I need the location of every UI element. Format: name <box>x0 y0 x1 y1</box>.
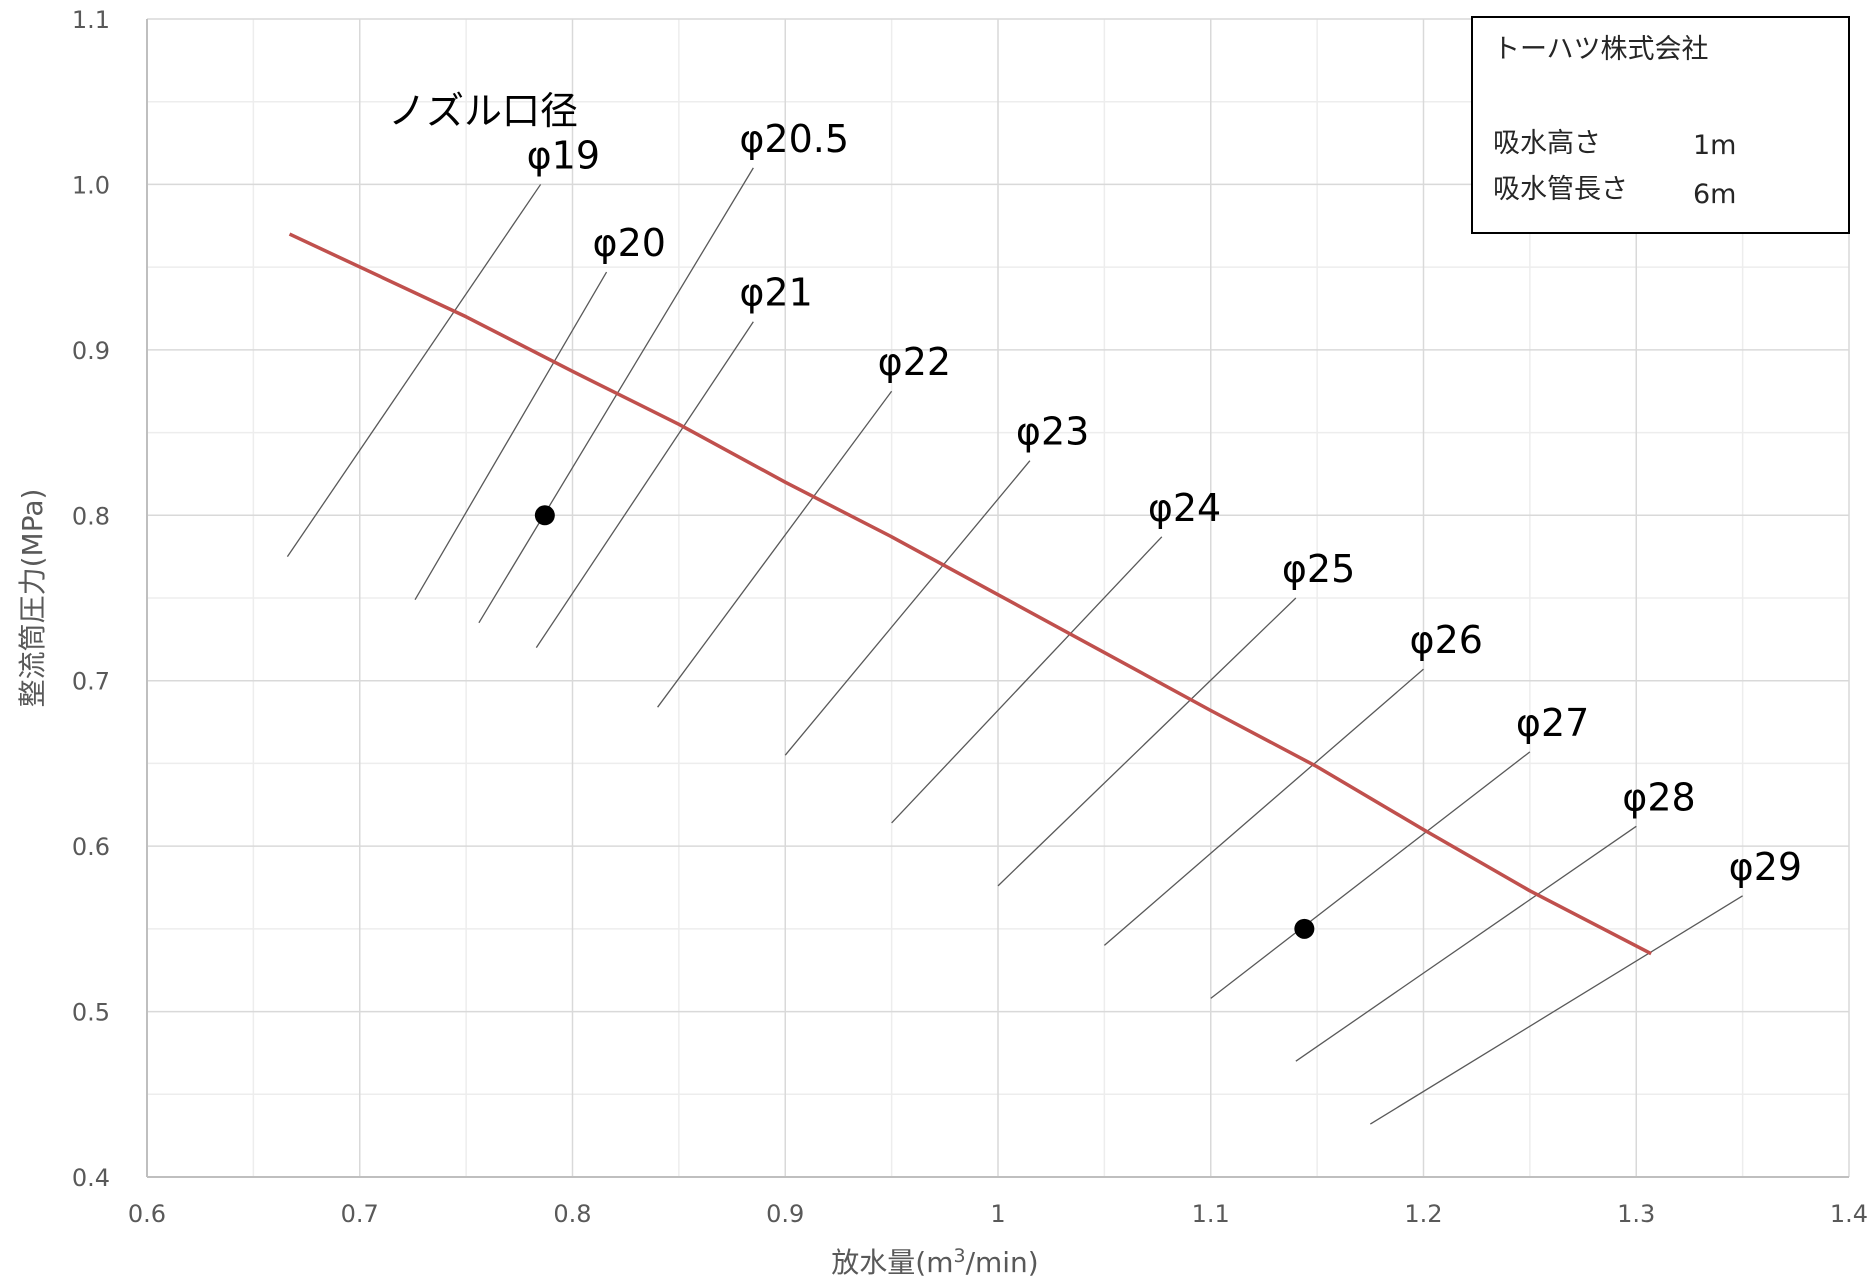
y-tick-label: 0.7 <box>72 668 110 696</box>
x-axis-title: 放水量(m3/min) <box>831 1245 1038 1279</box>
nozzle-line <box>1103 668 1424 946</box>
operating-points <box>534 505 1315 939</box>
nozzle-label: φ20.5 <box>739 117 849 161</box>
x-tick-label: 1.2 <box>1404 1200 1442 1228</box>
nozzle-line <box>286 184 542 558</box>
x-tick-labels: 0.6 0.7 0.8 0.9 1 1.1 1.2 1.3 1.4 <box>128 1200 1868 1228</box>
x-tick-label: 0.8 <box>553 1200 591 1228</box>
nozzle-label: φ26 <box>1410 618 1483 662</box>
nozzle-line <box>1295 825 1637 1062</box>
y-tick-label: 0.9 <box>72 337 110 365</box>
y-tick-label: 0.5 <box>72 999 110 1027</box>
nozzle-label: φ22 <box>878 340 951 384</box>
suction-height-value: 1m <box>1693 130 1736 161</box>
y-tick-label: 1.0 <box>72 171 110 199</box>
x-tick-label: 1.1 <box>1192 1200 1230 1228</box>
suction-height-label: 吸水高さ <box>1493 128 1601 159</box>
y-tick-label: 0.6 <box>72 833 110 861</box>
nozzle-label: φ24 <box>1148 486 1221 530</box>
nozzle-label: φ21 <box>739 271 812 315</box>
suction-pipe-length-value: 6m <box>1693 179 1736 210</box>
nozzle-line <box>535 321 754 648</box>
x-tick-label: 1.4 <box>1830 1200 1868 1228</box>
nozzle-line <box>657 390 893 708</box>
x-tick-label: 0.6 <box>128 1200 166 1228</box>
pump-curve-line <box>288 232 1652 956</box>
nozzle-line <box>997 597 1297 887</box>
x-tick-label: 0.9 <box>766 1200 804 1228</box>
pump-curve <box>288 232 1652 956</box>
y-tick-labels: 0.4 0.5 0.6 0.7 0.8 0.9 1.0 1.1 <box>72 6 110 1192</box>
axes <box>146 19 1849 1178</box>
nozzle-label: φ23 <box>1016 410 1089 454</box>
nozzle-label: φ27 <box>1516 701 1589 745</box>
x-tick-label: 1.3 <box>1617 1200 1655 1228</box>
nozzle-title: ノズル口径 <box>388 89 578 133</box>
nozzle-lines <box>286 167 1743 1125</box>
company-name: トーハツ株式会社 <box>1493 34 1708 65</box>
x-tick-label: 1 <box>990 1200 1005 1228</box>
nozzle-label: φ25 <box>1282 547 1355 591</box>
nozzle-line <box>891 536 1163 824</box>
nozzle-line <box>414 271 608 600</box>
operating-point <box>534 505 555 526</box>
nozzle-line <box>478 167 754 624</box>
nozzle-line <box>1369 895 1743 1125</box>
suction-pipe-length-label: 吸水管長さ <box>1493 174 1628 205</box>
y-tick-label: 0.8 <box>72 502 110 530</box>
y-tick-label: 1.1 <box>72 6 110 34</box>
y-axis-title: 整流筒圧力(MPa) <box>16 489 49 708</box>
nozzle-label: φ28 <box>1622 775 1695 819</box>
nozzle-labels: φ19 φ20 φ20.5 φ21 φ22 φ23 φ24 φ25 φ26 φ27 φ28 φ29 <box>527 117 1802 889</box>
y-tick-label: 0.4 <box>72 1164 110 1192</box>
nozzle-label: φ19 <box>527 133 600 177</box>
info-box: トーハツ株式会社 吸水高さ 1m 吸水管長さ 6m <box>1471 16 1850 234</box>
operating-point <box>1294 918 1315 939</box>
nozzle-line <box>784 460 1031 756</box>
info-box-frame <box>1471 16 1850 234</box>
x-tick-label: 0.7 <box>341 1200 379 1228</box>
nozzle-label: φ20 <box>593 221 666 265</box>
nozzle-label: φ29 <box>1729 845 1802 889</box>
nozzle-line <box>1210 751 1531 999</box>
